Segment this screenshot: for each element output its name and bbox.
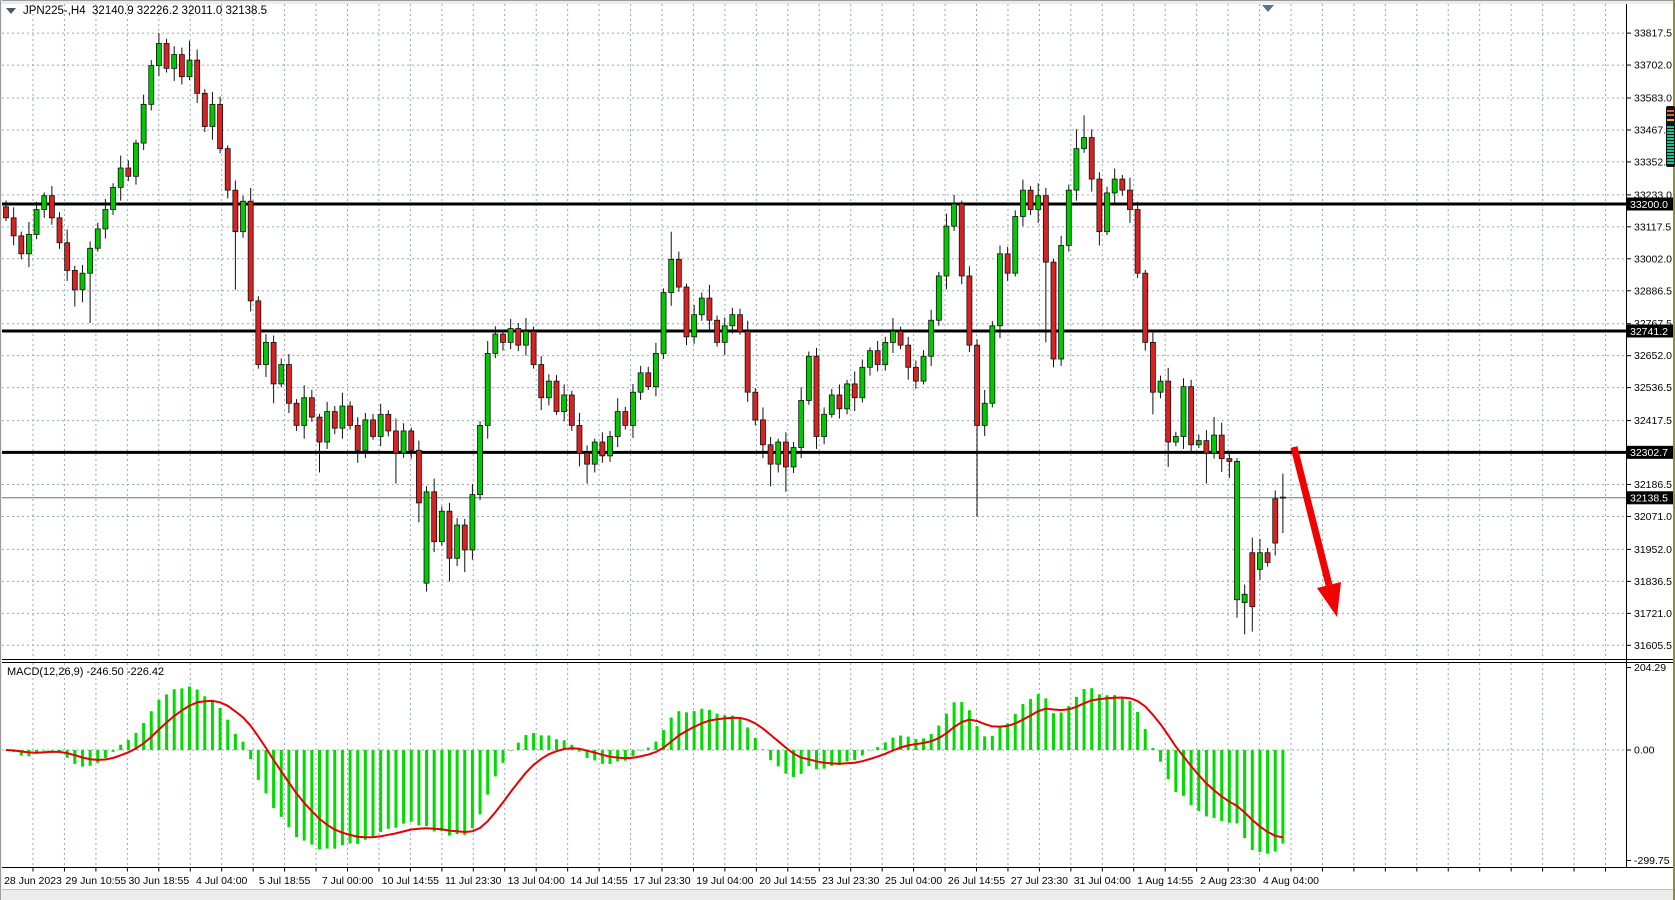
svg-text:32886.5: 32886.5 [1634,285,1672,297]
macd-axis[interactable]: 204.29 0.00 -299.75 [1627,662,1670,867]
svg-text:29 Jun 10:55: 29 Jun 10:55 [66,875,127,887]
svg-text:31952.0: 31952.0 [1634,544,1672,556]
svg-text:31836.5: 31836.5 [1634,576,1672,588]
svg-text:23 Jul 23:30: 23 Jul 23:30 [822,875,879,887]
svg-text:32536.5: 32536.5 [1634,382,1672,394]
svg-text:31 Jul 04:00: 31 Jul 04:00 [1074,875,1131,887]
window-border-top [0,0,1675,4]
minimap-green-stripes [1667,126,1674,165]
svg-text:10 Jul 14:55: 10 Jul 14:55 [382,875,439,887]
svg-text:32417.5: 32417.5 [1634,415,1672,427]
minimap-orange-stripe [1667,114,1674,116]
svg-text:32138.5: 32138.5 [1630,493,1668,505]
svg-text:33002.0: 33002.0 [1634,253,1672,265]
arrow-down-annotation[interactable] [1290,446,1341,617]
svg-text:33117.5: 33117.5 [1634,221,1671,233]
chart-symbol-period: JPN225-,H4 [23,5,86,17]
svg-text:32652.0: 32652.0 [1634,350,1672,362]
svg-text:28 Jun 2023: 28 Jun 2023 [4,875,62,887]
svg-text:33200.0: 33200.0 [1630,199,1668,211]
svg-text:2 Aug 23:30: 2 Aug 23:30 [1200,875,1256,887]
macd-name: MACD(12,26,9) [7,666,84,678]
svg-text:33817.5: 33817.5 [1634,28,1672,40]
macd-main-value: -246.50 [86,666,124,678]
svg-text:4 Jul 04:00: 4 Jul 04:00 [196,875,248,887]
svg-text:33352.0: 33352.0 [1634,156,1672,168]
chart-shift-marker-icon[interactable] [1262,5,1274,12]
svg-text:1 Aug 14:55: 1 Aug 14:55 [1137,875,1193,887]
svg-text:32071.0: 32071.0 [1634,511,1672,523]
svg-text:19 Jul 04:00: 19 Jul 04:00 [696,875,753,887]
candlestick-series [3,33,1286,635]
svg-text:33583.0: 33583.0 [1634,92,1672,104]
window-border-right [1673,0,1675,900]
macd-signal-line [5,696,1284,839]
svg-text:32302.7: 32302.7 [1630,447,1668,459]
chart-title: JPN225-,H4 32140.9 32226.2 32011.0 32138… [6,5,267,17]
svg-text:13 Jul 04:00: 13 Jul 04:00 [508,875,565,887]
svg-text:26 Jul 14:55: 26 Jul 14:55 [948,875,1005,887]
svg-text:31721.0: 31721.0 [1634,608,1672,620]
svg-text:27 Jul 23:30: 27 Jul 23:30 [1011,875,1068,887]
macd-signal-value: -226.42 [126,666,165,678]
svg-text:32741.2: 32741.2 [1630,326,1668,338]
price-badge: 32138.5 [1626,491,1675,505]
window-bottom-strip [0,889,1675,900]
chart-ohlc-values: 32140.9 32226.2 32011.0 32138.5 [92,5,268,17]
macd-histogram [4,686,1285,854]
svg-text:14 Jul 14:55: 14 Jul 14:55 [570,875,627,887]
price-badge: 32741.2 [1626,324,1675,338]
svg-text:4 Aug 04:00: 4 Aug 04:00 [1263,875,1319,887]
svg-text:204.29: 204.29 [1634,662,1666,674]
macd-indicator-label: MACD(12,26,9) -246.50 -226.42 [7,666,164,690]
svg-text:7 Jul 00:00: 7 Jul 00:00 [322,875,374,887]
svg-text:31605.5: 31605.5 [1634,640,1672,652]
svg-text:20 Jul 14:55: 20 Jul 14:55 [759,875,816,887]
minimap-orange-stripe [1667,110,1674,112]
svg-text:33702.0: 33702.0 [1634,60,1672,72]
svg-text:33467.5: 33467.5 [1634,124,1672,136]
svg-text:-299.75: -299.75 [1634,855,1670,867]
svg-text:30 Jun 18:55: 30 Jun 18:55 [128,875,189,887]
svg-text:17 Jul 23:30: 17 Jul 23:30 [633,875,690,887]
svg-text:11 Jul 23:30: 11 Jul 23:30 [445,875,502,887]
chart-menu-triangle-icon[interactable] [6,8,16,14]
svg-text:5 Jul 18:55: 5 Jul 18:55 [259,875,311,887]
price-axis[interactable]: 33817.533702.033583.033467.533352.033233… [1626,28,1675,652]
minimap-yellow-stripe [1667,119,1674,121]
window-border-left [0,0,2,900]
price-badge: 32302.7 [1626,445,1675,459]
horizontal-line-objects[interactable] [2,202,1626,454]
svg-text:25 Jul 04:00: 25 Jul 04:00 [885,875,942,887]
time-axis[interactable]: 28 Jun 2023 29 Jun 10:55 30 Jun 18:55 4 Jul… [4,868,1606,887]
svg-text:32186.5: 32186.5 [1634,479,1672,491]
price-badge: 33200.0 [1626,197,1675,211]
scrollbar-minimap[interactable] [1666,106,1675,167]
svg-text:0.00: 0.00 [1634,745,1655,757]
